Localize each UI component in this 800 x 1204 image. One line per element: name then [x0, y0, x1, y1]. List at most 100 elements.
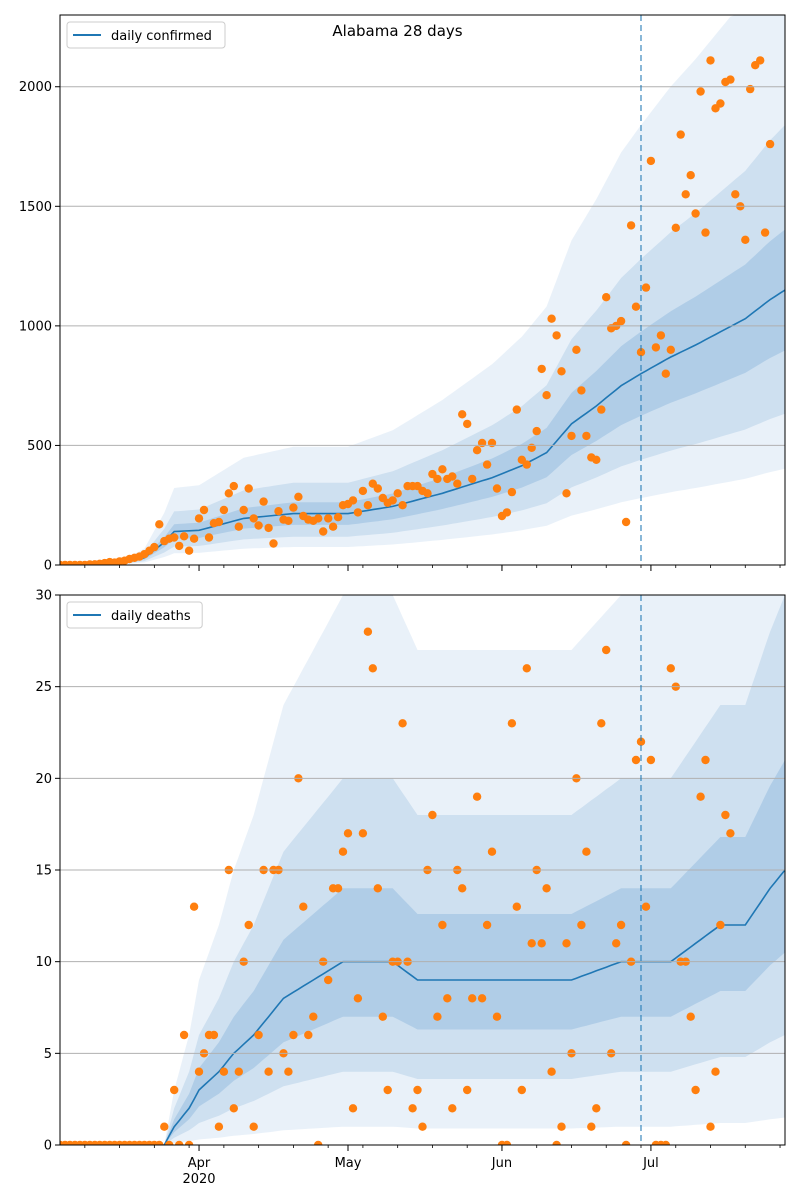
- band-50: [60, 760, 785, 1145]
- observed-point: [448, 1104, 457, 1113]
- observed-point: [160, 1122, 169, 1131]
- observed-point: [294, 492, 303, 501]
- observed-point: [324, 514, 333, 523]
- observed-point: [189, 534, 199, 543]
- observed-point: [562, 939, 571, 948]
- y-tick-label: 500: [27, 439, 52, 454]
- observed-point: [333, 884, 343, 893]
- observed-point: [373, 484, 382, 493]
- observed-point: [378, 1012, 387, 1021]
- observed-point: [468, 474, 477, 484]
- legend-label: daily confirmed: [111, 29, 212, 44]
- observed-point: [368, 664, 377, 673]
- observed-point: [229, 1104, 238, 1113]
- observed-point: [393, 489, 402, 498]
- observed-point: [631, 755, 641, 765]
- observed-point: [741, 235, 750, 244]
- observed-point: [443, 994, 452, 1003]
- observed-point: [532, 426, 541, 436]
- observed-point: [438, 465, 447, 474]
- observed-point: [254, 521, 263, 530]
- observed-point: [289, 503, 298, 512]
- observed-point: [269, 539, 278, 548]
- observed-point: [343, 829, 353, 838]
- observed-point: [319, 527, 328, 536]
- observed-point: [636, 348, 646, 357]
- observed-point: [676, 130, 685, 139]
- observed-point: [756, 56, 765, 65]
- observed-point: [468, 994, 477, 1003]
- observed-point: [542, 884, 551, 893]
- observed-point: [592, 1104, 601, 1113]
- y-tick-label: 5: [44, 1047, 52, 1062]
- observed-point: [358, 829, 368, 838]
- legend-label: daily deaths: [111, 609, 191, 624]
- observed-point: [482, 920, 492, 930]
- observed-point: [502, 1140, 512, 1145]
- observed-point: [234, 1067, 243, 1076]
- observed-point: [646, 156, 656, 166]
- observed-point: [612, 939, 621, 948]
- observed-point: [517, 1085, 526, 1095]
- observed-point: [264, 1067, 273, 1076]
- legend-box: [66, 21, 226, 49]
- observed-point: [592, 455, 601, 464]
- observed-point: [691, 209, 700, 218]
- observed-point: [418, 1122, 427, 1131]
- observed-point: [587, 1122, 596, 1131]
- observed-point: [194, 1067, 204, 1076]
- observed-point: [706, 56, 715, 65]
- y-tick-label: 0: [44, 559, 52, 574]
- observed-point: [701, 228, 710, 237]
- observed-point: [686, 171, 695, 180]
- observed-point: [383, 1085, 392, 1095]
- observed-point: [681, 190, 690, 199]
- observed-point: [165, 1140, 174, 1145]
- observed-point: [602, 645, 611, 655]
- observed-point: [661, 369, 670, 378]
- observed-point: [557, 1122, 566, 1131]
- observed-point: [487, 438, 497, 448]
- observed-point: [353, 994, 363, 1003]
- observed-point: [706, 1122, 715, 1131]
- observed-point: [507, 487, 517, 497]
- observed-point: [179, 532, 189, 541]
- observed-point: [175, 1140, 184, 1145]
- x-tick-label: Jun: [491, 1156, 512, 1171]
- y-tick-label: 15: [35, 864, 52, 879]
- axes-frame: [59, 14, 786, 566]
- observed-point: [656, 331, 666, 340]
- observed-point: [209, 1030, 219, 1040]
- band-95: [60, 15, 785, 565]
- y-tick-label: 2000: [19, 80, 52, 95]
- observed-point: [641, 902, 651, 911]
- observed-point: [552, 331, 561, 340]
- observed-point: [482, 460, 492, 469]
- legend-box: [66, 601, 203, 629]
- observed-point: [701, 755, 710, 765]
- observed-point: [155, 520, 164, 529]
- observed-point: [413, 1085, 422, 1095]
- observed-point: [547, 314, 556, 323]
- observed-point: [170, 1085, 179, 1095]
- observed-point: [557, 367, 566, 376]
- observed-point: [527, 939, 536, 948]
- y-tick-label: 20: [35, 772, 52, 787]
- observed-point: [274, 507, 283, 516]
- axes-frame: [59, 594, 786, 1146]
- observed-point: [219, 1067, 229, 1076]
- observed-point: [537, 364, 546, 374]
- observed-point: [204, 533, 214, 542]
- observed-point: [453, 479, 462, 488]
- observed-point: [214, 517, 224, 527]
- observed-point: [214, 1122, 224, 1131]
- observed-point: [398, 719, 407, 728]
- observed-point: [264, 523, 273, 533]
- y-tick-label: 0: [44, 1139, 52, 1154]
- observed-point: [170, 533, 179, 542]
- observed-point: [150, 542, 159, 552]
- y-tick-label: 1500: [19, 200, 52, 215]
- observed-point: [289, 1030, 298, 1040]
- observed-point: [602, 293, 611, 302]
